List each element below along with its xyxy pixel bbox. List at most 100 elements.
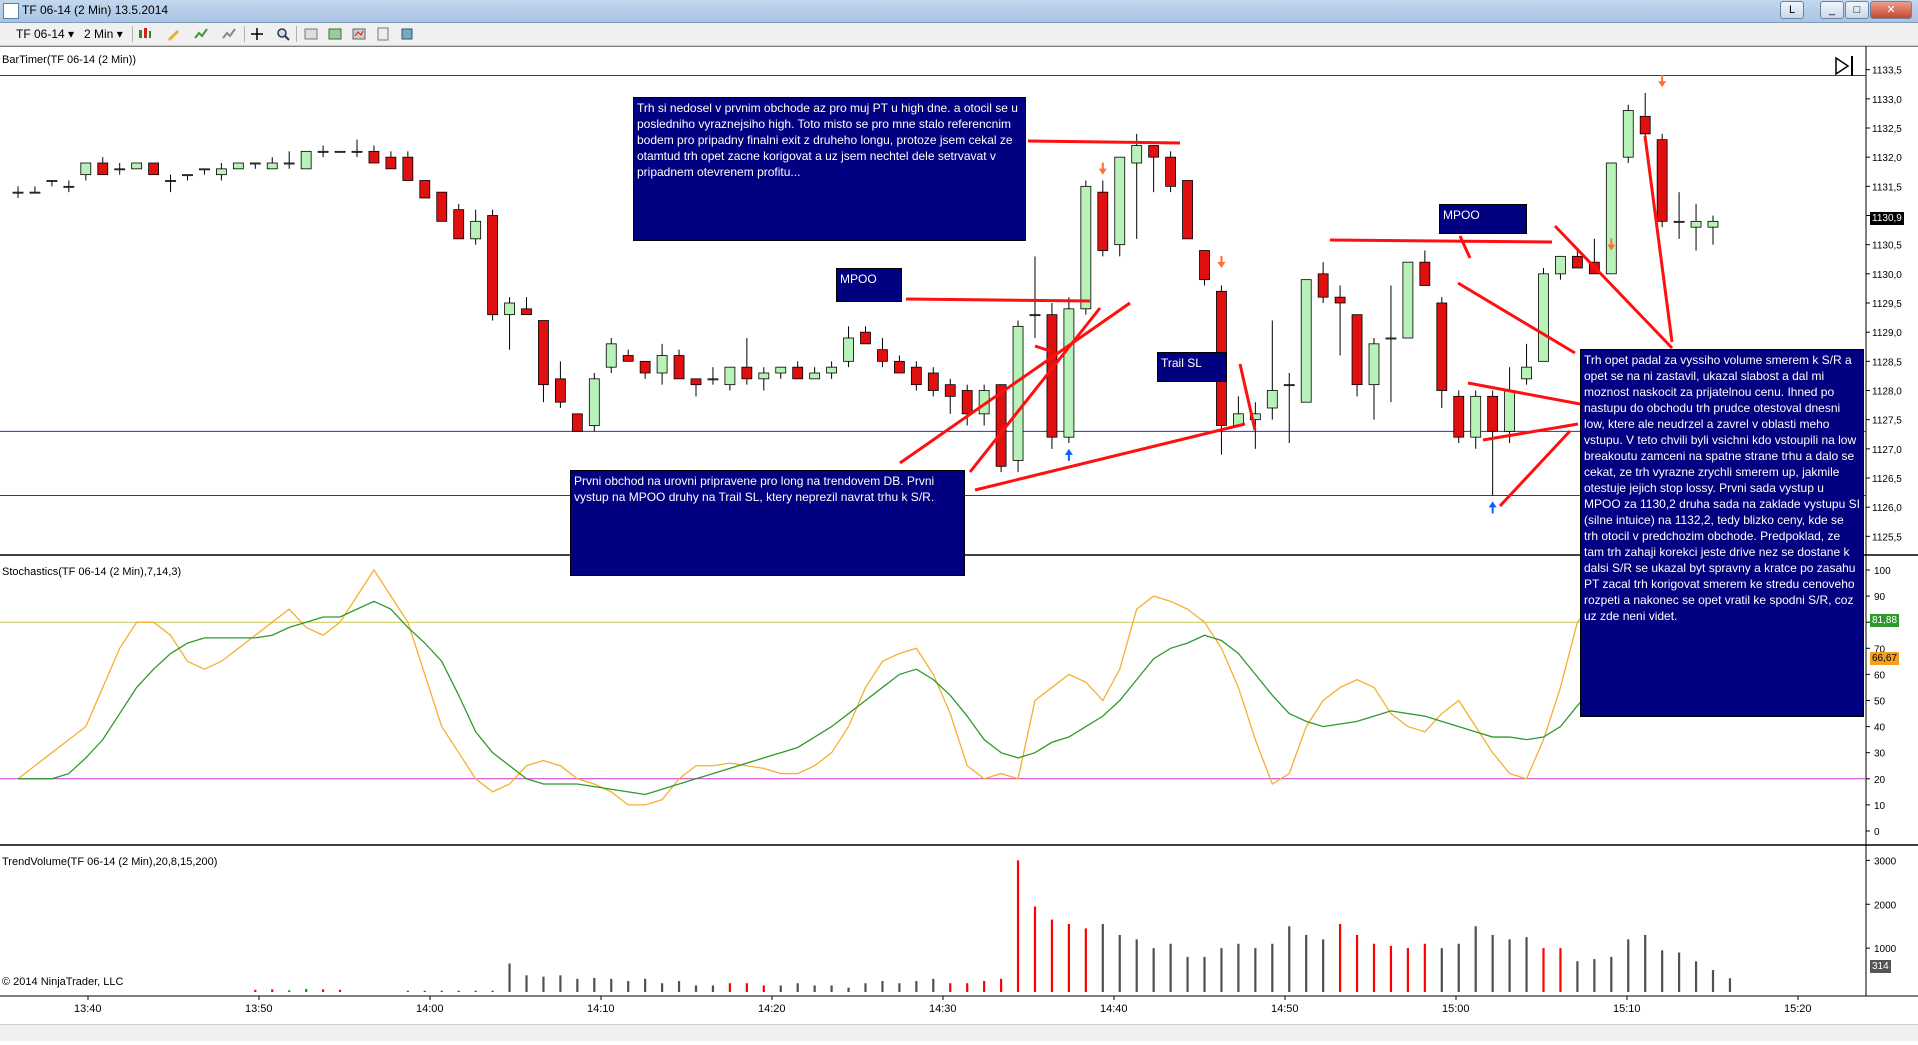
y-tick-label: 1126,5 <box>1872 474 1902 485</box>
candle-body <box>555 378 566 403</box>
candle-body <box>334 150 346 153</box>
candle-body <box>860 331 871 345</box>
template-icon[interactable] <box>376 27 390 41</box>
y-tick-label: 1130,5 <box>1872 241 1902 252</box>
stoch-tick-label: 70 <box>1874 644 1886 655</box>
candle-body <box>232 162 244 170</box>
candle-body <box>266 162 278 170</box>
y-tick-label: 1126,0 <box>1872 503 1902 514</box>
candle-body <box>741 366 753 380</box>
candle-body <box>148 162 160 176</box>
stoch-tick-label: 30 <box>1874 749 1886 760</box>
candle-body <box>588 378 600 426</box>
link-button[interactable]: L <box>1780 1 1804 19</box>
toolbar-separator <box>132 26 133 42</box>
annotation-top-note[interactable]: Trh si nedosel v prvnim obchode az pro m… <box>633 97 1026 241</box>
candle-body <box>402 156 414 181</box>
candle-body <box>1436 302 1448 391</box>
stoch-tick-label: 40 <box>1874 723 1886 734</box>
stoch-k-marker: 81,88 <box>1870 614 1900 627</box>
chart-area[interactable]: 1133,51133,01132,51132,01131,51131,01130… <box>0 45 1918 1040</box>
trend-line-drawing <box>899 301 1131 465</box>
candle-body <box>826 366 837 374</box>
y-tick-label: 1128,5 <box>1872 357 1902 368</box>
toolbar-separator <box>244 26 245 42</box>
candle-body <box>1029 314 1041 317</box>
candle-body <box>1063 308 1075 438</box>
x-tick-label: 14:50 <box>1271 1003 1299 1015</box>
price-panel-title: BarTimer(TF 06-14 (2 Min)) <box>2 54 137 66</box>
horizontal-scrollbar[interactable] <box>0 1024 1918 1041</box>
candle-body <box>1639 115 1651 135</box>
current-price-marker: 1130,9 <box>1870 212 1904 225</box>
maximize-button[interactable]: □ <box>1845 1 1869 19</box>
candle-body <box>46 180 58 182</box>
candle-body <box>470 220 482 240</box>
stoch-tick-label: 20 <box>1874 775 1886 786</box>
y-tick-label: 1127,5 <box>1872 416 1902 427</box>
x-tick-label: 14:30 <box>929 1003 957 1015</box>
candle-body <box>1673 220 1685 223</box>
candle-body <box>639 360 651 374</box>
annotation-right-note[interactable]: Trh opet padal za vyssiho volume smerem … <box>1580 349 1864 717</box>
candle-body <box>80 162 92 176</box>
candle-body <box>894 360 905 374</box>
candle-body <box>1470 395 1482 438</box>
candle-body <box>368 150 380 164</box>
candle-body <box>622 355 634 362</box>
trend-line-drawing <box>1467 381 1581 406</box>
candle-body <box>961 390 973 415</box>
candle-body <box>1538 273 1549 362</box>
draw-pencil-icon[interactable] <box>166 27 180 41</box>
properties-icon[interactable] <box>328 27 342 41</box>
window-titlebar[interactable]: TF 06-14 (2 Min) 13.5.2014 L _ □ ✕ <box>0 0 1918 23</box>
candle-body <box>538 320 549 386</box>
annotation-mpoo-right[interactable]: MPOO <box>1439 204 1527 234</box>
chart-canvas[interactable]: 1133,51133,01132,51132,01131,51131,01130… <box>0 45 1918 1040</box>
indicator-icon[interactable] <box>194 27 208 41</box>
candle-body <box>843 337 854 362</box>
bar-style-icon[interactable] <box>138 27 152 41</box>
instrument-selector[interactable]: TF 06-14 ▾ <box>16 26 74 42</box>
candle-body <box>605 343 617 368</box>
candle-body <box>1419 261 1431 286</box>
candle-body <box>877 349 888 362</box>
candle-body <box>317 150 329 153</box>
candle-body <box>419 180 431 199</box>
volume-panel-title: TrendVolume(TF 06-14 (2 Min),20,8,15,200… <box>2 856 218 868</box>
data-box-icon[interactable] <box>304 27 318 41</box>
chevron-down-icon: ▾ <box>68 27 75 41</box>
annotation-trail-sl[interactable]: Trail SL <box>1157 352 1227 382</box>
stoch-tick-label: 100 <box>1874 566 1891 577</box>
candle-body <box>1690 220 1702 228</box>
close-button[interactable]: ✕ <box>1870 1 1912 19</box>
trend-line-drawing <box>974 422 1246 492</box>
candle-body <box>1131 145 1143 164</box>
x-tick-label: 13:40 <box>74 1003 102 1015</box>
y-tick-label: 1130,0 <box>1872 270 1902 281</box>
trend-line-drawing <box>1553 224 1674 350</box>
candle-body <box>1656 139 1668 222</box>
zoom-icon[interactable] <box>276 27 290 41</box>
stoch-tick-label: 0 <box>1874 827 1880 838</box>
candle-body <box>165 180 176 182</box>
stoch-tick-label: 60 <box>1874 670 1886 681</box>
interval-selector[interactable]: 2 Min ▾ <box>84 26 123 42</box>
candle-body <box>131 162 143 170</box>
candle-body <box>1622 110 1634 158</box>
strategy-icon[interactable] <box>222 27 236 41</box>
crosshair-icon[interactable] <box>250 27 264 41</box>
candle-body <box>673 355 685 380</box>
x-tick-label: 15:00 <box>1442 1003 1470 1015</box>
minimize-button[interactable]: _ <box>1820 1 1844 19</box>
lock-icon[interactable] <box>400 27 414 41</box>
candle-body <box>571 413 583 432</box>
trend-line-drawing <box>905 297 1091 303</box>
candle-body <box>1283 384 1295 387</box>
annotation-mpoo-left[interactable]: MPOO <box>836 268 902 302</box>
candle-body <box>63 185 75 188</box>
chart-trader-icon[interactable] <box>352 27 366 41</box>
annotation-first-trade[interactable]: Prvni obchod na urovni pripravene pro lo… <box>570 470 965 576</box>
y-tick-label: 1133,5 <box>1872 66 1902 77</box>
stoch-tick-label: 50 <box>1874 697 1886 708</box>
